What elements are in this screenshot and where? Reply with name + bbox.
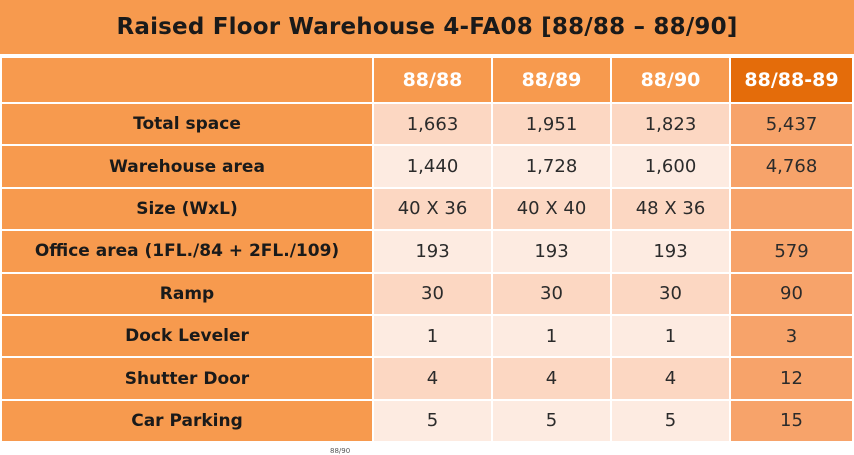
total-cell: 3 [729,313,854,359]
header-corner [0,56,374,104]
total-cell: 90 [729,271,854,316]
total-cell: 579 [729,229,854,274]
total-cell: 4,768 [729,144,854,189]
row-label: Dock Leveler [0,313,374,359]
total-cell [729,186,854,232]
table-cell: 48 X 36 [610,186,731,232]
table-cell: 1,600 [610,144,731,189]
table-cell: 30 [491,271,612,316]
table-cell: 5 [491,398,612,444]
table-cell: 1,951 [491,101,612,147]
table-cell: 30 [372,271,493,316]
table-cell: 193 [491,229,612,274]
row-label: Warehouse area [0,144,374,189]
table-row: Size (WxL) 40 X 36 40 X 40 48 X 36 [0,186,854,232]
table-row: Office area (1FL./84 + 2FL./109) 193 193… [0,229,854,274]
table-row: Dock Leveler 1 1 1 3 [0,313,854,359]
table-row: Shutter Door 4 4 4 12 [0,356,854,401]
table-cell: 4 [610,356,731,401]
table-cell: 1,663 [372,101,493,147]
table-cell: 4 [491,356,612,401]
column-header-total: 88/88-89 [729,56,854,104]
row-label: Office area (1FL./84 + 2FL./109) [0,229,374,274]
column-header-88-88: 88/88 [372,56,493,104]
warehouse-table: 88/88 88/89 88/90 88/88-89 Total space 1… [0,56,854,444]
table-cell: 5 [610,398,731,444]
row-label: Shutter Door [0,356,374,401]
table-row: Warehouse area 1,440 1,728 1,600 4,768 [0,144,854,189]
table-cell: 1,440 [372,144,493,189]
table-row: Ramp 30 30 30 90 [0,271,854,316]
total-cell: 5,437 [729,101,854,147]
total-cell: 12 [729,356,854,401]
column-header-88-90: 88/90 [610,56,731,104]
table-cell: 1 [372,313,493,359]
footer-note: 88/90 [330,447,351,455]
table-cell: 1,823 [610,101,731,147]
table-cell: 4 [372,356,493,401]
table-title: Raised Floor Warehouse 4-FA08 [88/88 – 8… [0,0,854,54]
header-row: 88/88 88/89 88/90 88/88-89 [0,56,854,104]
row-label: Ramp [0,271,374,316]
table-row: Total space 1,663 1,951 1,823 5,437 [0,101,854,147]
table-cell: 40 X 36 [372,186,493,232]
table-cell: 30 [610,271,731,316]
total-cell: 15 [729,398,854,444]
row-label: Car Parking [0,398,374,444]
row-label: Total space [0,101,374,147]
column-header-88-89: 88/89 [491,56,612,104]
table-cell: 5 [372,398,493,444]
table-cell: 1,728 [491,144,612,189]
table-cell: 1 [491,313,612,359]
table-cell: 193 [372,229,493,274]
row-label: Size (WxL) [0,186,374,232]
table-row: Car Parking 5 5 5 15 [0,398,854,444]
table-cell: 193 [610,229,731,274]
table-cell: 40 X 40 [491,186,612,232]
table-cell: 1 [610,313,731,359]
